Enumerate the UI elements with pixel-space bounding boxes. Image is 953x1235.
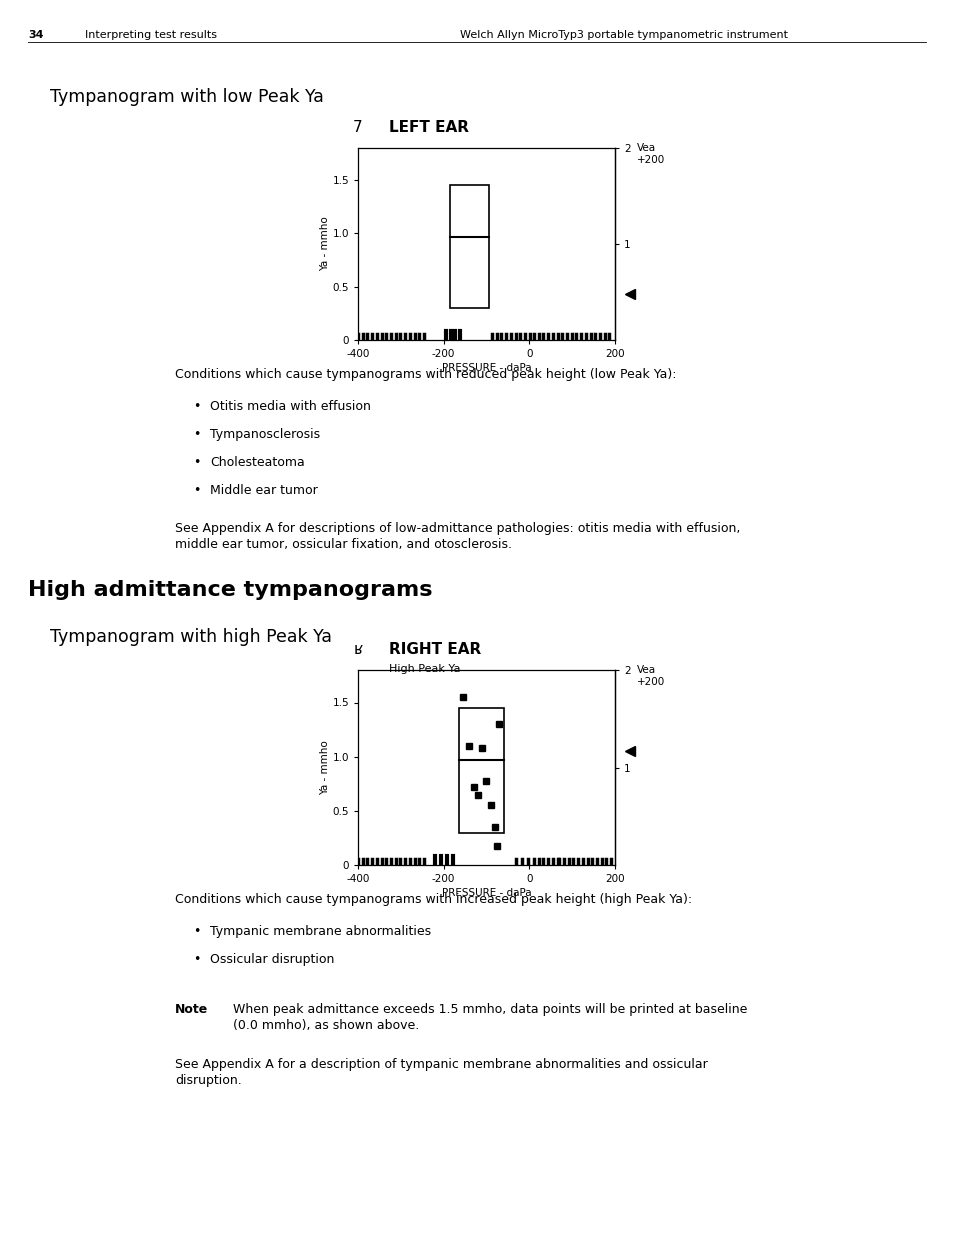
Text: LEFT EAR: LEFT EAR xyxy=(389,120,469,135)
Text: High Peak Ya: High Peak Ya xyxy=(389,664,460,674)
Text: Tympanogram with high Peak Ya: Tympanogram with high Peak Ya xyxy=(50,629,332,646)
Text: Vea
+200: Vea +200 xyxy=(637,143,664,164)
Text: •: • xyxy=(193,925,200,939)
Y-axis label: Ya - mmho: Ya - mmho xyxy=(319,216,329,272)
Text: Conditions which cause tympanograms with increased peak height (high Peak Ya):: Conditions which cause tympanograms with… xyxy=(174,893,691,906)
Text: •: • xyxy=(193,429,200,441)
X-axis label: PRESSURE - daPa: PRESSURE - daPa xyxy=(441,363,531,373)
Text: Note: Note xyxy=(174,1003,208,1016)
Text: High admittance tympanograms: High admittance tympanograms xyxy=(28,580,432,600)
Text: ʁ: ʁ xyxy=(353,642,362,657)
Text: Tympanogram with low Peak Ya: Tympanogram with low Peak Ya xyxy=(50,88,323,106)
X-axis label: PRESSURE - daPa: PRESSURE - daPa xyxy=(441,888,531,898)
Text: When peak admittance exceeds 1.5 mmho, data points will be printed at baseline: When peak admittance exceeds 1.5 mmho, d… xyxy=(233,1003,746,1016)
Text: •: • xyxy=(193,953,200,966)
Text: •: • xyxy=(193,456,200,469)
Y-axis label: Ya - mmho: Ya - mmho xyxy=(319,740,329,795)
Text: See Appendix A for descriptions of low-admittance pathologies: otitis media with: See Appendix A for descriptions of low-a… xyxy=(174,522,740,535)
Text: Vea
+200: Vea +200 xyxy=(637,664,664,687)
Bar xyxy=(450,185,488,308)
Text: Welch Allyn MicroTyp3 portable tympanometric instrument: Welch Allyn MicroTyp3 portable tympanome… xyxy=(459,30,787,40)
Text: Otitis media with effusion: Otitis media with effusion xyxy=(210,400,371,412)
Text: Conditions which cause tympanograms with reduced peak height (low Peak Ya):: Conditions which cause tympanograms with… xyxy=(174,368,676,382)
Text: middle ear tumor, ossicular fixation, and otosclerosis.: middle ear tumor, ossicular fixation, an… xyxy=(174,538,512,551)
Text: Ossicular disruption: Ossicular disruption xyxy=(210,953,334,966)
Text: RIGHT EAR: RIGHT EAR xyxy=(389,642,481,657)
Text: 34: 34 xyxy=(28,30,44,40)
Text: 7: 7 xyxy=(353,120,362,135)
Text: Tympanosclerosis: Tympanosclerosis xyxy=(210,429,320,441)
Text: Tympanic membrane abnormalities: Tympanic membrane abnormalities xyxy=(210,925,431,939)
Text: See Appendix A for a description of tympanic membrane abnormalities and ossicula: See Appendix A for a description of tymp… xyxy=(174,1058,707,1071)
Text: Middle ear tumor: Middle ear tumor xyxy=(210,484,317,496)
Bar xyxy=(458,708,503,832)
Text: disruption.: disruption. xyxy=(174,1074,241,1087)
Text: •: • xyxy=(193,400,200,412)
Text: •: • xyxy=(193,484,200,496)
Text: Interpreting test results: Interpreting test results xyxy=(85,30,216,40)
Text: (0.0 mmho), as shown above.: (0.0 mmho), as shown above. xyxy=(233,1019,418,1032)
Text: Cholesteatoma: Cholesteatoma xyxy=(210,456,304,469)
